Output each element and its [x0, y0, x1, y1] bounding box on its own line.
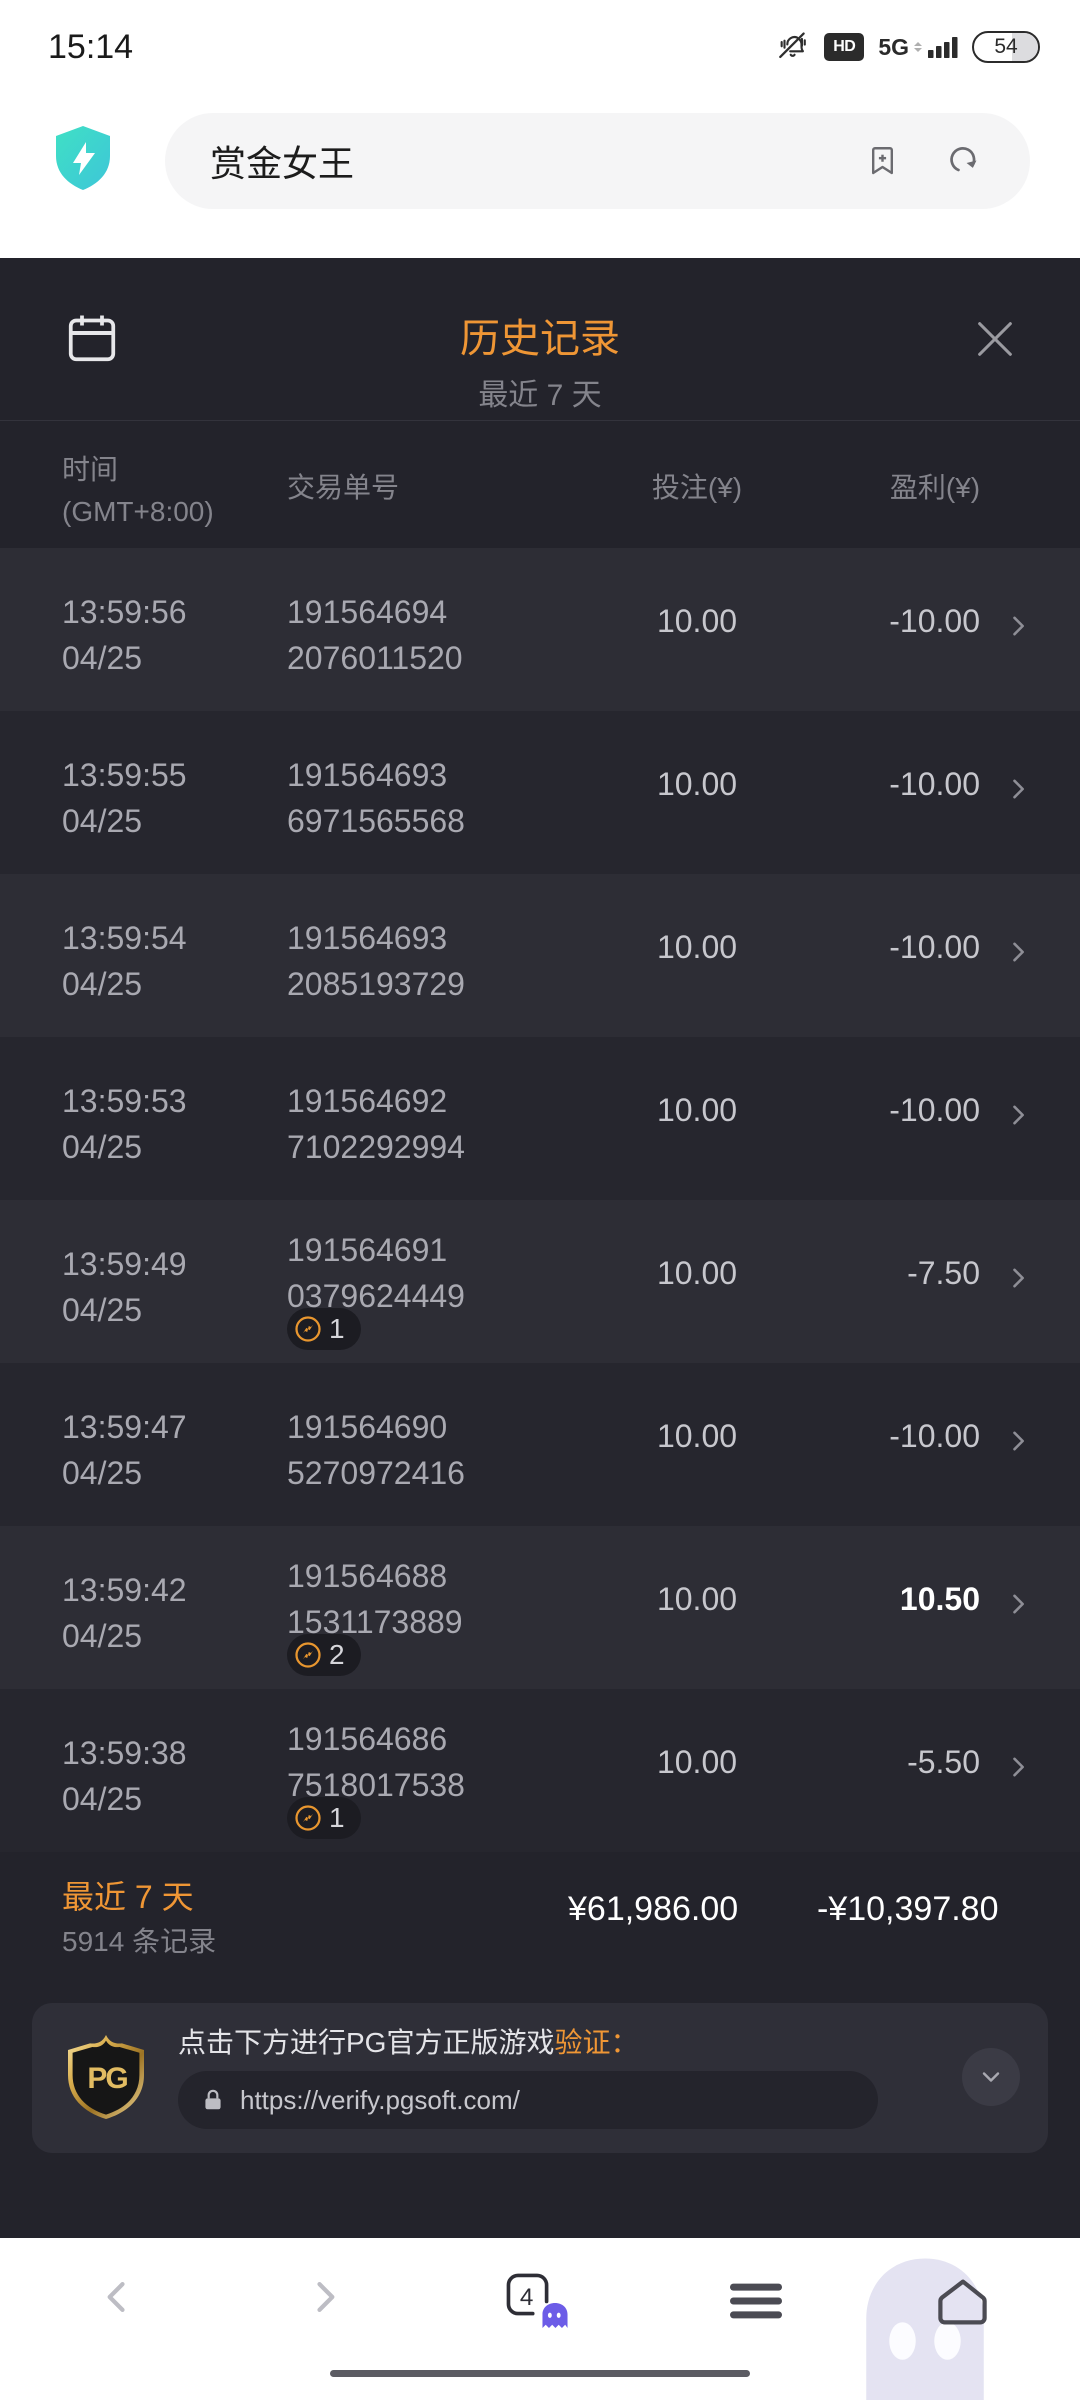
svg-text:PG: PG	[87, 2062, 127, 2095]
svg-text:4: 4	[520, 2284, 534, 2311]
